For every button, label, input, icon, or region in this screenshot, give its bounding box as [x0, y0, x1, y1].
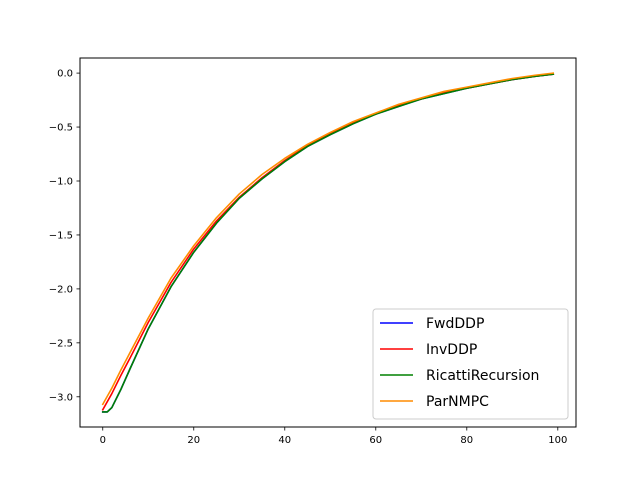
legend-label-fwdddp: FwdDDP [426, 316, 484, 332]
legend-label-ricattirecursion: RicattiRecursion [426, 368, 539, 384]
x-tick-label: 100 [548, 435, 567, 446]
x-tick-label: 20 [187, 435, 200, 446]
y-tick-label: −2.5 [49, 338, 73, 349]
y-tick-label: 0.0 [57, 69, 73, 80]
y-tick-label: −0.5 [49, 123, 73, 134]
x-tick-label: 0 [100, 435, 106, 446]
x-axis: 0 20 40 60 80 100 [100, 427, 567, 446]
y-tick-label: −1.0 [49, 177, 73, 188]
x-tick-label: 80 [460, 435, 473, 446]
y-tick-label: −3.0 [49, 392, 73, 403]
x-tick-label: 40 [278, 435, 291, 446]
plot-area [101, 72, 555, 413]
legend-box [372, 308, 569, 420]
series-line-parnmpc [101, 72, 555, 406]
axes-frame [79, 57, 577, 428]
series-line-ricattirecursion [101, 73, 555, 413]
legend-label-invddp: InvDDP [426, 342, 477, 358]
y-tick-label: −1.5 [49, 230, 73, 241]
legend-label-parnmpc: ParNMPC [426, 394, 489, 410]
x-tick-label: 60 [369, 435, 382, 446]
legend: FwdDDP InvDDP RicattiRecursion ParNMPC [372, 308, 569, 420]
y-tick-label: −2.0 [49, 284, 73, 295]
y-axis: 0.0 −0.5 −1.0 −1.5 −2.0 −2.5 −3.0 [49, 69, 80, 403]
